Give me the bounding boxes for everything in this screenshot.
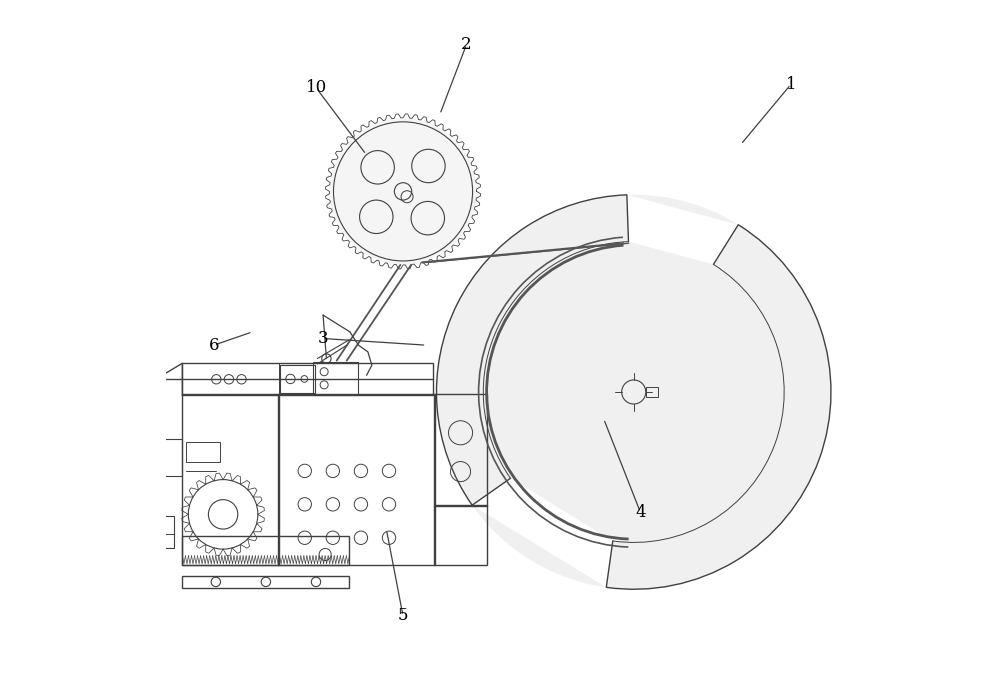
Bar <box>152 442 161 462</box>
Bar <box>646 387 658 397</box>
Polygon shape <box>627 195 738 265</box>
Bar <box>313 362 358 395</box>
Text: 3: 3 <box>317 330 328 347</box>
Circle shape <box>329 118 477 265</box>
Text: 5: 5 <box>398 607 408 624</box>
Bar <box>152 516 174 548</box>
Bar <box>182 536 349 565</box>
Bar <box>434 394 487 506</box>
Text: 10: 10 <box>305 79 327 96</box>
Bar <box>186 441 220 462</box>
Text: 1: 1 <box>786 76 796 93</box>
Bar <box>182 394 279 565</box>
Text: 4: 4 <box>635 504 646 521</box>
Polygon shape <box>472 478 613 588</box>
Bar <box>161 439 182 476</box>
Text: 2: 2 <box>461 36 472 53</box>
Bar <box>434 505 487 565</box>
Bar <box>182 364 433 395</box>
Text: 6: 6 <box>209 336 219 353</box>
Bar <box>278 394 435 565</box>
Circle shape <box>436 195 831 589</box>
Bar <box>182 576 349 588</box>
Bar <box>280 365 315 393</box>
